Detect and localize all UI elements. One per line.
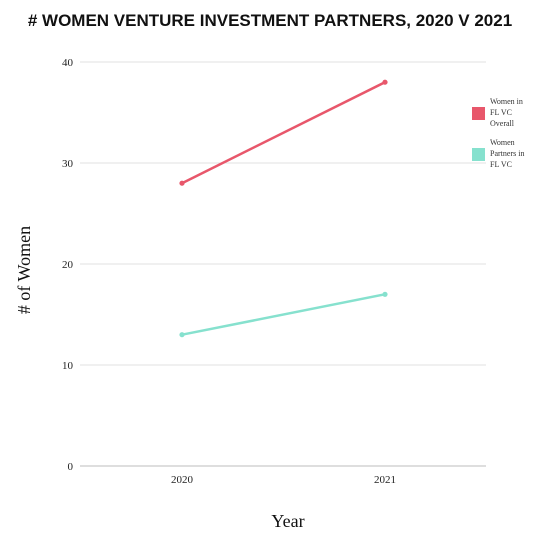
y-tick-label: 30	[62, 158, 74, 170]
y-tick-label: 0	[68, 461, 74, 473]
gridlines	[80, 61, 486, 467]
legend-label: Partners in	[490, 149, 524, 158]
data-point	[382, 291, 388, 297]
legend-swatch	[472, 107, 485, 120]
y-axis-ticks: 0 10 20 30 40	[62, 57, 74, 473]
legend-label: Women	[490, 138, 515, 147]
y-tick-label: 10	[62, 360, 74, 372]
series-line	[181, 81, 386, 185]
legend: Women in FL VC Overall Women Partners in FL V…	[472, 97, 524, 169]
series-line	[181, 293, 386, 336]
legend-label: Overall	[490, 119, 515, 128]
y-tick-label: 20	[62, 259, 74, 271]
y-tick-label: 40	[62, 57, 74, 69]
data-point	[179, 332, 185, 338]
x-tick-label: 2021	[374, 474, 396, 486]
data-point	[382, 79, 388, 85]
chart-title: # WOMEN VENTURE INVESTMENT PARTNERS, 202…	[28, 11, 512, 30]
x-axis-title: Year	[271, 511, 304, 531]
legend-label: FL VC	[490, 108, 512, 117]
legend-swatch	[472, 148, 485, 161]
legend-label: FL VC	[490, 160, 512, 169]
legend-label: Women in	[490, 97, 523, 106]
y-axis-title: # of Women	[14, 226, 34, 314]
x-tick-label: 2020	[171, 474, 194, 486]
series-layer	[179, 79, 388, 338]
data-point	[179, 180, 185, 186]
x-axis-ticks: 2020 2021	[171, 474, 396, 486]
